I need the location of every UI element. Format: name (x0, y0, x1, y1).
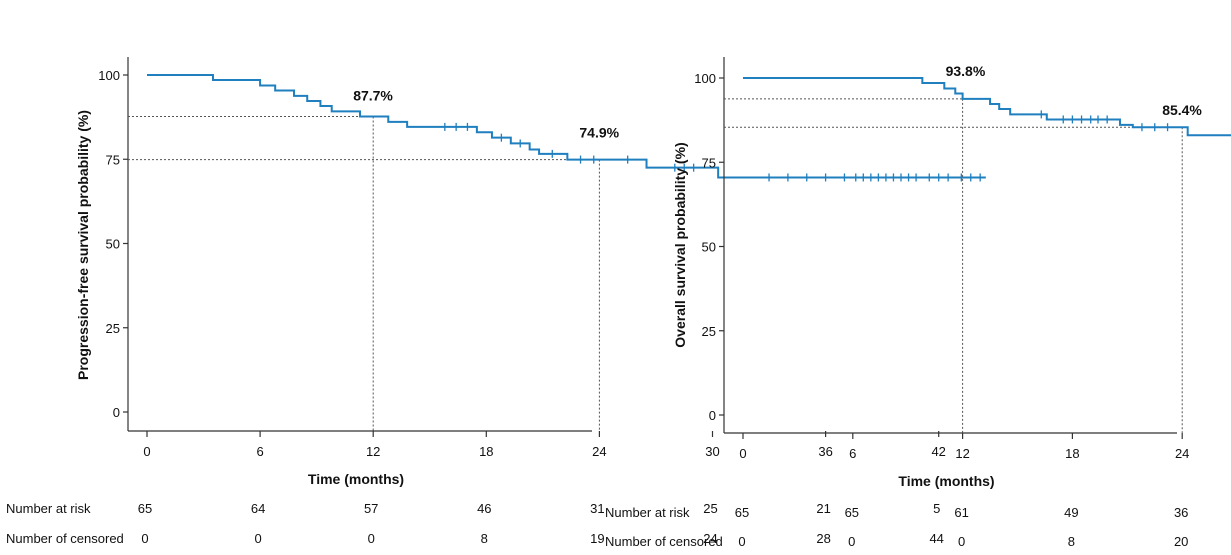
y-axis-label: Progression-free survival probability (%… (75, 110, 91, 380)
x-tick-label: 0 (739, 446, 746, 461)
risk-value: 65 (845, 505, 859, 520)
risk-value: 0 (141, 531, 148, 546)
y-tick-label: 0 (709, 408, 716, 423)
x-tick-label: 6 (256, 444, 263, 459)
risk-value: 5 (933, 501, 940, 516)
survival-curve (743, 77, 1231, 137)
x-tick-label: 24 (1175, 446, 1189, 461)
risk-row-label: Number at risk (605, 505, 690, 520)
x-tick-label: 18 (479, 444, 493, 459)
risk-value: 46 (477, 501, 491, 516)
risk-value: 0 (958, 534, 965, 549)
risk-value: 36 (1174, 505, 1188, 520)
risk-row-label: Number at risk (6, 501, 91, 516)
risk-value: 44 (929, 531, 943, 546)
annotation-label: 74.9% (579, 125, 619, 141)
x-tick-label: 36 (818, 444, 832, 459)
risk-value: 24 (703, 531, 717, 546)
y-tick-label: 75 (702, 155, 716, 170)
risk-row-label: Number of censored (605, 534, 723, 549)
y-tick-label: 25 (702, 324, 716, 339)
y-tick-label: 0 (113, 405, 120, 420)
risk-value: 65 (138, 501, 152, 516)
risk-value: 28 (816, 531, 830, 546)
annotation-label: 85.4% (1162, 102, 1202, 118)
x-tick-label: 0 (143, 444, 150, 459)
risk-value: 25 (703, 501, 717, 516)
risk-value: 0 (848, 534, 855, 549)
x-tick-label: 6 (849, 446, 856, 461)
risk-value: 0 (254, 531, 261, 546)
x-tick-label: 12 (366, 444, 380, 459)
x-tick-label: 24 (592, 444, 606, 459)
risk-value: 31 (590, 501, 604, 516)
y-tick-label: 50 (106, 237, 120, 252)
risk-value: 8 (481, 531, 488, 546)
risk-value: 0 (368, 531, 375, 546)
risk-value: 21 (816, 501, 830, 516)
x-tick-label: 42 (931, 444, 945, 459)
y-tick-label: 100 (98, 68, 120, 83)
risk-value: 64 (251, 501, 265, 516)
risk-value: 8 (1068, 534, 1075, 549)
x-tick-label: 12 (955, 446, 969, 461)
y-tick-label: 50 (702, 240, 716, 255)
x-axis-label: Time (months) (308, 471, 404, 487)
risk-value: 0 (738, 534, 745, 549)
risk-value: 65 (735, 505, 749, 520)
risk-value: 61 (954, 505, 968, 520)
risk-value: 19 (590, 531, 604, 546)
x-tick-label: 18 (1065, 446, 1079, 461)
y-tick-label: 25 (106, 321, 120, 336)
x-tick-label: 30 (705, 444, 719, 459)
annotation-label: 87.7% (353, 87, 393, 103)
y-tick-label: 100 (694, 71, 716, 86)
risk-value: 57 (364, 501, 378, 516)
y-axis-label: Overall survival probability (%) (672, 142, 688, 347)
annotation-label: 93.8% (946, 63, 986, 79)
x-axis-label: Time (months) (898, 473, 994, 489)
y-tick-label: 75 (106, 152, 120, 167)
risk-row-label: Number of censored (6, 531, 124, 546)
risk-value: 20 (1174, 534, 1188, 549)
risk-value: 49 (1064, 505, 1078, 520)
survival-curve (147, 74, 986, 179)
